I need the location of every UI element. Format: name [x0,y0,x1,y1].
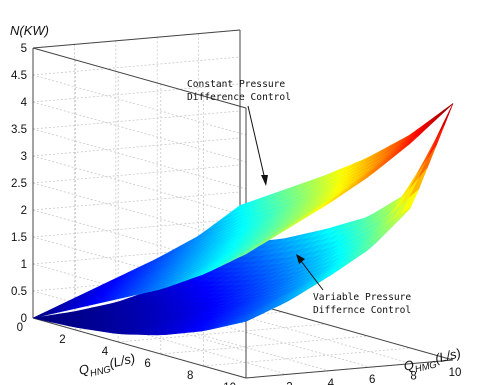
annotation-variable-line1: Variable Pressure [313,292,411,303]
axis-edge [245,359,454,379]
z-tick-label: 0 [21,313,27,325]
annotation-variable-line2: Differnce Control [313,305,411,316]
annotation-constant-pressure: Constant Pressure Difference Control [187,79,291,186]
x-tick-label: 0 [17,322,23,334]
surface-variable-cell [236,316,255,324]
surface-variable-cell [435,103,454,141]
x-tick-label: 6 [144,358,150,370]
grid-line-back-z [32,137,241,157]
grid-line-floor-x [160,335,368,355]
axis-edge [239,299,454,361]
axis-edge [32,29,241,49]
axis-edge [32,317,247,379]
y-tick-label: 8 [410,371,416,383]
grid-line-side-z [32,128,247,190]
z-tick-label: 2 [21,205,27,217]
x-tick-label: 2 [59,334,65,346]
axis-edge [32,47,247,109]
z-axis-label: N(KW) [10,23,49,38]
z-tick-label: 3 [21,151,27,163]
x-tick-label: 10 [223,382,236,385]
z-tick-label: 1.5 [11,232,27,244]
grid-line-side-z [32,155,247,217]
surface-plot [32,103,454,336]
z-tick-label: 4.5 [11,70,27,82]
grid-line-floor-x [203,347,411,367]
grid-line-back-z [32,164,241,184]
grid-line-back-z [32,218,241,238]
y-tick-label: 10 [449,367,462,379]
tick-labels: 00.511.522.533.544.5502468100246810 [11,43,461,385]
z-tick-label: 0.5 [11,286,27,298]
x-tick-label: 4 [102,346,109,358]
annotation-constant-line1: Constant Pressure [187,79,285,90]
z-tick-label: 5 [21,43,27,55]
z-tick-label: 1 [21,259,27,271]
x-tick-label: 8 [187,370,193,382]
grid-line-back-z [32,110,241,130]
surface-variable-cell [426,124,445,160]
grid-line-back-z [32,56,241,76]
y-tick-label: 6 [369,374,375,385]
surface-variable-cell [418,146,437,179]
z-tick-label: 4 [21,97,28,109]
grid-line-back-z [32,191,241,211]
z-tick-label: 2.5 [11,178,27,190]
annotation-constant-arrowhead [261,175,268,186]
annotation-constant-arrow [247,105,267,185]
surface-constant-cell [236,248,255,259]
annotation-variable-pressure: Variable Pressure Differnce Control [296,254,411,316]
y-tick-label: 4 [328,378,335,385]
grid-line-side-z [32,74,247,136]
grid-line-floor-x [118,323,326,343]
annotation-constant-line2: Difference Control [187,92,291,103]
grid-line-side-z [32,101,247,163]
y-axis-label: QHMG(L/s) [402,345,463,378]
annotation-variable-arrow [297,256,324,291]
grid-line-back-z [32,83,241,103]
y-tick-label: 2 [286,381,292,385]
x-axis-label: QHNG(L/s) [77,350,137,381]
annotation-variable-arrowhead [296,254,305,264]
z-tick-label: 3.5 [11,124,27,136]
